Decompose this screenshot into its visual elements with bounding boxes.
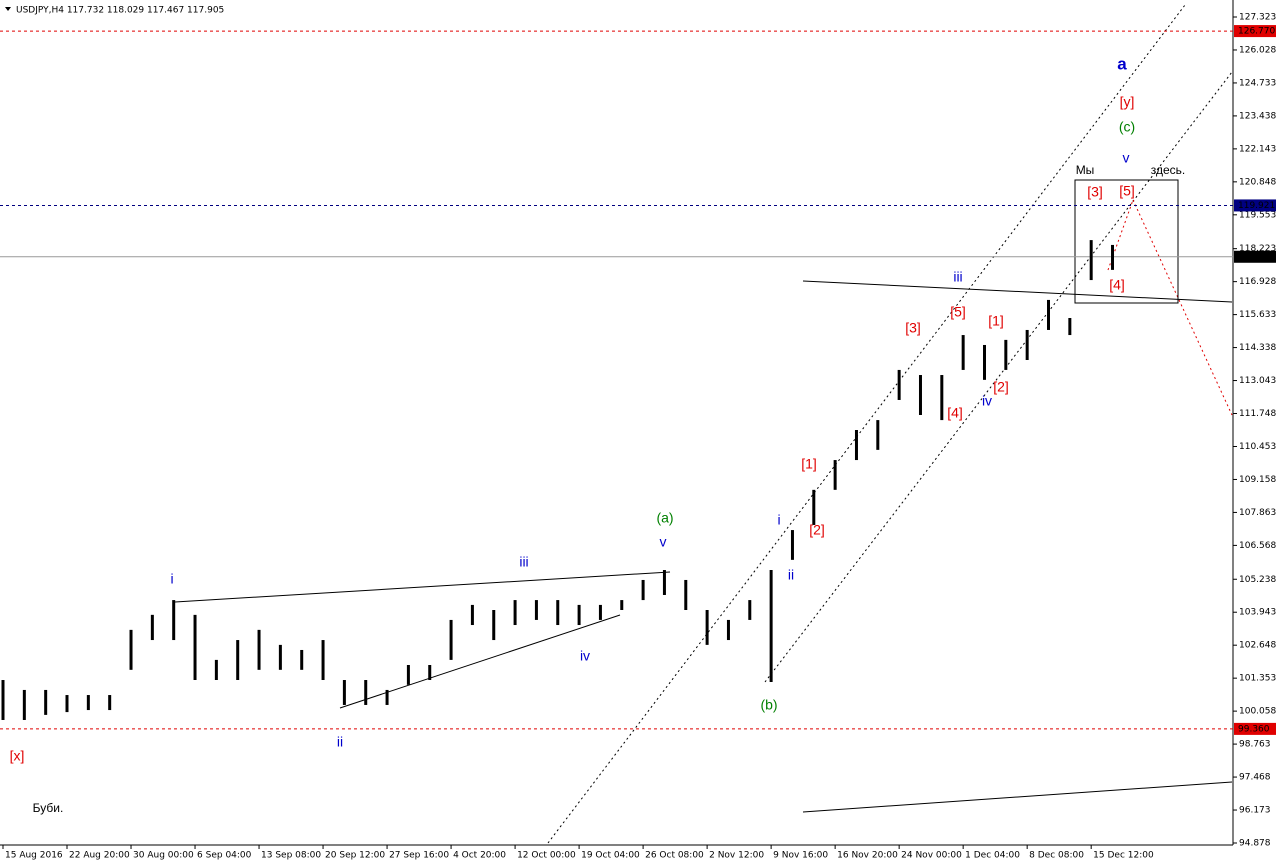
y-tick-label: 101.353 [1239, 674, 1276, 684]
wave-label: a [1117, 54, 1127, 73]
y-tick-label: 115.633 [1239, 310, 1276, 320]
x-tick-label: 12 Oct 00:00 [517, 851, 576, 861]
price-label: 99.360 [1238, 724, 1270, 734]
wave-label: (b) [760, 697, 777, 713]
wave-label: [5] [950, 304, 966, 320]
x-tick-label: 1 Dec 04:00 [965, 851, 1020, 861]
y-tick-label: 109.158 [1239, 475, 1276, 485]
x-tick-label: 24 Nov 00:00 [901, 851, 962, 861]
chart-title: USDJPY,H4 117.732 118.029 117.467 117.90… [16, 6, 224, 16]
channel-line [764, 71, 1233, 683]
price-label: 126.770 [1238, 27, 1275, 37]
wave-label: ii [788, 567, 794, 583]
y-tick-label: 124.733 [1239, 78, 1276, 88]
x-tick-label: 16 Nov 20:00 [837, 851, 898, 861]
y-tick-label: 96.173 [1239, 806, 1271, 816]
y-tick-label: 97.468 [1239, 773, 1271, 783]
y-tick-label: 107.863 [1239, 508, 1276, 518]
wave-label: [y] [1120, 94, 1135, 110]
y-tick-label: 120.848 [1239, 177, 1276, 187]
wave-label: [2] [809, 522, 825, 538]
x-tick-label: 20 Sep 12:00 [325, 851, 385, 861]
box [1074, 179, 1179, 304]
wave-label: i [777, 512, 780, 528]
wave-label: iv [982, 393, 992, 409]
wave-label: Буби. [33, 801, 64, 815]
y-tick-label: 119.553 [1239, 210, 1276, 220]
y-tick-label: 111.748 [1239, 409, 1276, 419]
x-tick-label: 22 Aug 20:00 [69, 851, 130, 861]
wave-label: [1] [801, 456, 817, 472]
y-tick-label: 123.438 [1239, 111, 1276, 121]
price-label-bg [1234, 199, 1276, 212]
price-label-bg [1234, 250, 1276, 263]
x-tick-label: 19 Oct 04:00 [581, 851, 640, 861]
trend-line [802, 781, 1233, 813]
price-label: 117.905 [1238, 252, 1275, 262]
x-tick-label: 13 Sep 08:00 [261, 851, 321, 861]
x-tick-label: 4 Oct 20:00 [453, 851, 506, 861]
wave-label: [1] [988, 313, 1004, 329]
wave-label: i [170, 571, 173, 587]
wave-label: [x] [10, 748, 25, 764]
price-label-bg [1234, 722, 1276, 735]
projection [1107, 199, 1134, 271]
wave-label: [4] [1109, 277, 1125, 293]
wave-label: Мы [1076, 163, 1095, 177]
x-tick-label: 15 Dec 12:00 [1093, 851, 1154, 861]
x-tick-label: 8 Dec 08:00 [1029, 851, 1084, 861]
wave-label: [5] [1119, 183, 1135, 199]
y-tick-label: 113.043 [1239, 376, 1276, 386]
trend-line [174, 571, 671, 603]
wave-label: здесь. [1151, 163, 1186, 177]
x-tick-label: 30 Aug 00:00 [133, 851, 194, 861]
y-tick-label: 127.323 [1239, 13, 1276, 23]
x-tick-label: 2 Nov 12:00 [709, 851, 764, 861]
y-tick-label: 100.058 [1239, 707, 1276, 717]
trend-line [802, 280, 1233, 303]
x-tick-label: 27 Sep 16:00 [389, 851, 449, 861]
wave-label: iv [580, 648, 590, 664]
y-tick-label: 110.453 [1239, 442, 1276, 452]
wave-label: v [660, 534, 667, 550]
y-tick-label: 122.143 [1239, 144, 1276, 154]
wave-label: [3] [905, 320, 921, 336]
price-label-bg [1234, 25, 1276, 38]
x-tick-label: 26 Oct 08:00 [645, 851, 704, 861]
wave-label: iii [953, 269, 962, 285]
y-tick-label: 114.338 [1239, 343, 1276, 353]
wave-label: [2] [993, 379, 1009, 395]
price-label: 119.921 [1238, 201, 1275, 211]
y-tick-label: 105.238 [1239, 575, 1276, 585]
x-tick-label: 9 Nov 16:00 [773, 851, 828, 861]
menu-arrow[interactable] [5, 7, 11, 11]
y-tick-label: 98.763 [1239, 740, 1271, 750]
wave-label: [4] [947, 405, 963, 421]
x-tick-label: 6 Sep 04:00 [197, 851, 252, 861]
y-tick-label: 116.928 [1239, 277, 1276, 287]
y-tick-label: 106.568 [1239, 541, 1276, 551]
wave-label: iii [519, 554, 528, 570]
x-tick-label: 15 Aug 2016 [5, 851, 63, 861]
y-tick-label: 126.028 [1239, 45, 1276, 55]
wave-label: ii [337, 734, 343, 750]
channel-line [547, 4, 1186, 844]
y-tick-label: 118.223 [1239, 244, 1276, 254]
y-tick-label: 94.878 [1239, 839, 1271, 849]
wave-label: [3] [1087, 184, 1103, 200]
wave-label: v [1123, 150, 1130, 166]
wave-label: (c) [1119, 119, 1135, 135]
y-tick-label: 103.943 [1239, 608, 1276, 618]
y-tick-label: 102.648 [1239, 641, 1276, 651]
wave-label: (a) [656, 510, 673, 526]
